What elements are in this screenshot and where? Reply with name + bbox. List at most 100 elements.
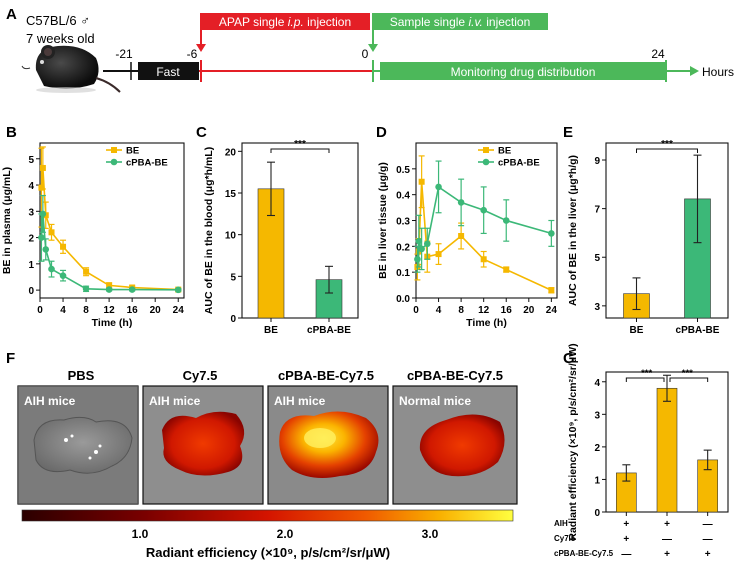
timeline-unit: Hours xyxy=(702,65,734,79)
chart-d-ytick-label: 0.1 xyxy=(396,268,410,279)
chart-b-frame xyxy=(39,142,185,299)
chart-g-row-label: cPBA-BE-Cy7.5 xyxy=(554,549,614,558)
image-label-4: Normal mice xyxy=(399,394,471,408)
chart-d-series-line-cpba xyxy=(416,185,552,260)
image-title-2: Cy7.5 xyxy=(183,368,218,383)
chart-e-ytick-label: 3 xyxy=(594,302,600,313)
chart-g-significance-label: *** xyxy=(641,368,652,379)
chart-d-point-cpba xyxy=(435,183,442,191)
chart-b-point-cpba xyxy=(105,286,113,293)
chart-g-table-cell: — xyxy=(662,534,672,545)
chart-g-ytick-label: 3 xyxy=(594,410,600,421)
chart-d-xtick-label: 16 xyxy=(501,305,513,316)
chart-d-legend-label: BE xyxy=(498,146,511,157)
chart-b-legend-label: cPBA-BE xyxy=(126,158,168,169)
chart-g-radiant: 0 1 2 3 4 Radiant efficiency (×10⁹, p/s/cm²/s… xyxy=(554,343,729,560)
chart-d-ytick-label: 0.0 xyxy=(396,294,410,305)
chart-d-point-be xyxy=(435,251,442,258)
chart-e-auc-liver: 3 5 7 9 AUC of BE in the liver (μg*h/g) BE cPB… xyxy=(567,139,729,336)
chart-d-point-cpba xyxy=(548,230,555,237)
chart-b-ytick-label: 1 xyxy=(28,260,34,271)
chart-d-point-cpba xyxy=(502,217,510,224)
chart-g-table-cell: + xyxy=(705,549,711,560)
chart-d-xtick-label: 4 xyxy=(436,305,442,316)
chart-d-legend-marker xyxy=(483,147,489,153)
chart-c-ylabel: AUC of BE in the blood (μg*h/mL) xyxy=(203,147,215,314)
fast-bar xyxy=(138,62,199,80)
chart-d-xtick-label: 0 xyxy=(413,305,419,316)
chart-g-table-cell: + xyxy=(664,549,670,560)
chart-d-point-cpba xyxy=(415,237,423,245)
tick-24: 24 xyxy=(651,47,665,61)
tick-minus-21: -21 xyxy=(115,47,133,61)
apap-label: APAP single i.p. injection xyxy=(219,15,351,29)
chart-b-ylabel: BE in plasma (μg/mL) xyxy=(1,167,13,274)
chart-c-auc-blood: 0 5 10 15 20 AUC of BE in the blood (μg*h/mL)… xyxy=(203,139,359,336)
chart-b-xtick-label: 0 xyxy=(37,305,43,316)
chart-b-xtick-label: 16 xyxy=(127,305,139,316)
chart-d-point-cpba xyxy=(423,240,431,248)
chart-b-point-be xyxy=(83,268,90,275)
chart-d-point-be xyxy=(480,256,487,263)
chart-d-legend-marker xyxy=(482,158,490,166)
chart-g-ytick-label: 0 xyxy=(594,508,600,519)
image-pbs: AIH mice xyxy=(17,385,139,505)
tick-zero: 0 xyxy=(362,47,369,61)
image-cy75: AIH mice xyxy=(142,385,264,505)
chart-g-table-cell: + xyxy=(664,519,670,530)
chart-c-ytick-label: 15 xyxy=(225,189,237,200)
chart-c-significance-bracket xyxy=(270,148,330,153)
chart-c-category-label: cPBA-BE xyxy=(307,325,351,336)
chart-e-significance-bracket xyxy=(636,148,698,153)
chart-d-point-cpba xyxy=(480,206,487,214)
image-label-2: AIH mice xyxy=(149,394,201,408)
chart-b-ytick-label: 5 xyxy=(28,155,34,166)
chart-g-table-cell: — xyxy=(621,549,631,560)
chart-g-row-label: Cy7.5 xyxy=(554,534,576,543)
chart-g-table-cell: — xyxy=(703,534,713,545)
chart-b-legend-marker xyxy=(110,158,118,166)
chart-d-ytick-label: 0.5 xyxy=(396,165,410,176)
image-label-3: AIH mice xyxy=(274,394,326,408)
chart-c-frame xyxy=(241,142,359,319)
chart-b-ytick-label: 4 xyxy=(28,181,34,192)
scale-tick-1: 1.0 xyxy=(132,527,149,541)
image-title-4: cPBA-BE-Cy7.5 xyxy=(407,368,503,383)
chart-d-point-cpba xyxy=(418,245,425,253)
chart-e-category-label: cPBA-BE xyxy=(676,325,720,336)
panel-letter-d: D xyxy=(376,124,387,141)
monitor-bar xyxy=(380,62,666,80)
panel-f-imaging: PBS Cy7.5 cPBA-BE-Cy7.5 cPBA-BE-Cy7.5 AI… xyxy=(17,368,518,560)
chart-g-significance-label: *** xyxy=(682,368,693,379)
chart-d-series-line-be xyxy=(416,181,552,291)
chart-b-xtick-label: 12 xyxy=(104,305,116,316)
chart-e-significance-label: *** xyxy=(661,139,673,150)
chart-d-ytick-label: 0.3 xyxy=(396,217,410,228)
chart-b-ytick-label: 3 xyxy=(28,207,34,218)
chart-g-ytick-label: 2 xyxy=(594,443,600,454)
chart-g-significance-bracket xyxy=(669,377,709,382)
chart-b-point-cpba xyxy=(48,265,55,273)
chart-b-point-cpba xyxy=(38,234,45,241)
chart-b-point-be xyxy=(60,243,67,250)
panel-letter-b: B xyxy=(6,124,17,141)
tick-minus-6: -6 xyxy=(187,47,198,61)
scale-label: Radiant efficiency (×10⁹, p/s/cm²/sr/μW) xyxy=(146,545,390,560)
chart-e-ytick-label: 5 xyxy=(594,253,600,264)
chart-d-xtick-label: 12 xyxy=(478,305,490,316)
chart-c-ytick-label: 20 xyxy=(225,147,237,158)
chart-b-legend-label: BE xyxy=(126,146,139,157)
chart-g-ytick-label: 1 xyxy=(594,475,600,486)
chart-e-ylabel: AUC of BE in the liver (μg*h/g) xyxy=(567,155,579,306)
chart-g-table-cell: — xyxy=(703,519,713,530)
chart-c-category-label: BE xyxy=(264,325,278,336)
chart-g-significance-bracket xyxy=(625,377,665,382)
panel-letter-e: E xyxy=(563,124,573,141)
mouse-illustration xyxy=(21,45,121,93)
chart-g-ylabel: Radiant efficiency (×10⁹, p/s/cm²/sr/μW) xyxy=(567,343,579,540)
chart-d-point-be xyxy=(548,287,555,294)
chart-b-point-cpba xyxy=(39,210,47,218)
chart-b-point-be xyxy=(38,184,45,191)
